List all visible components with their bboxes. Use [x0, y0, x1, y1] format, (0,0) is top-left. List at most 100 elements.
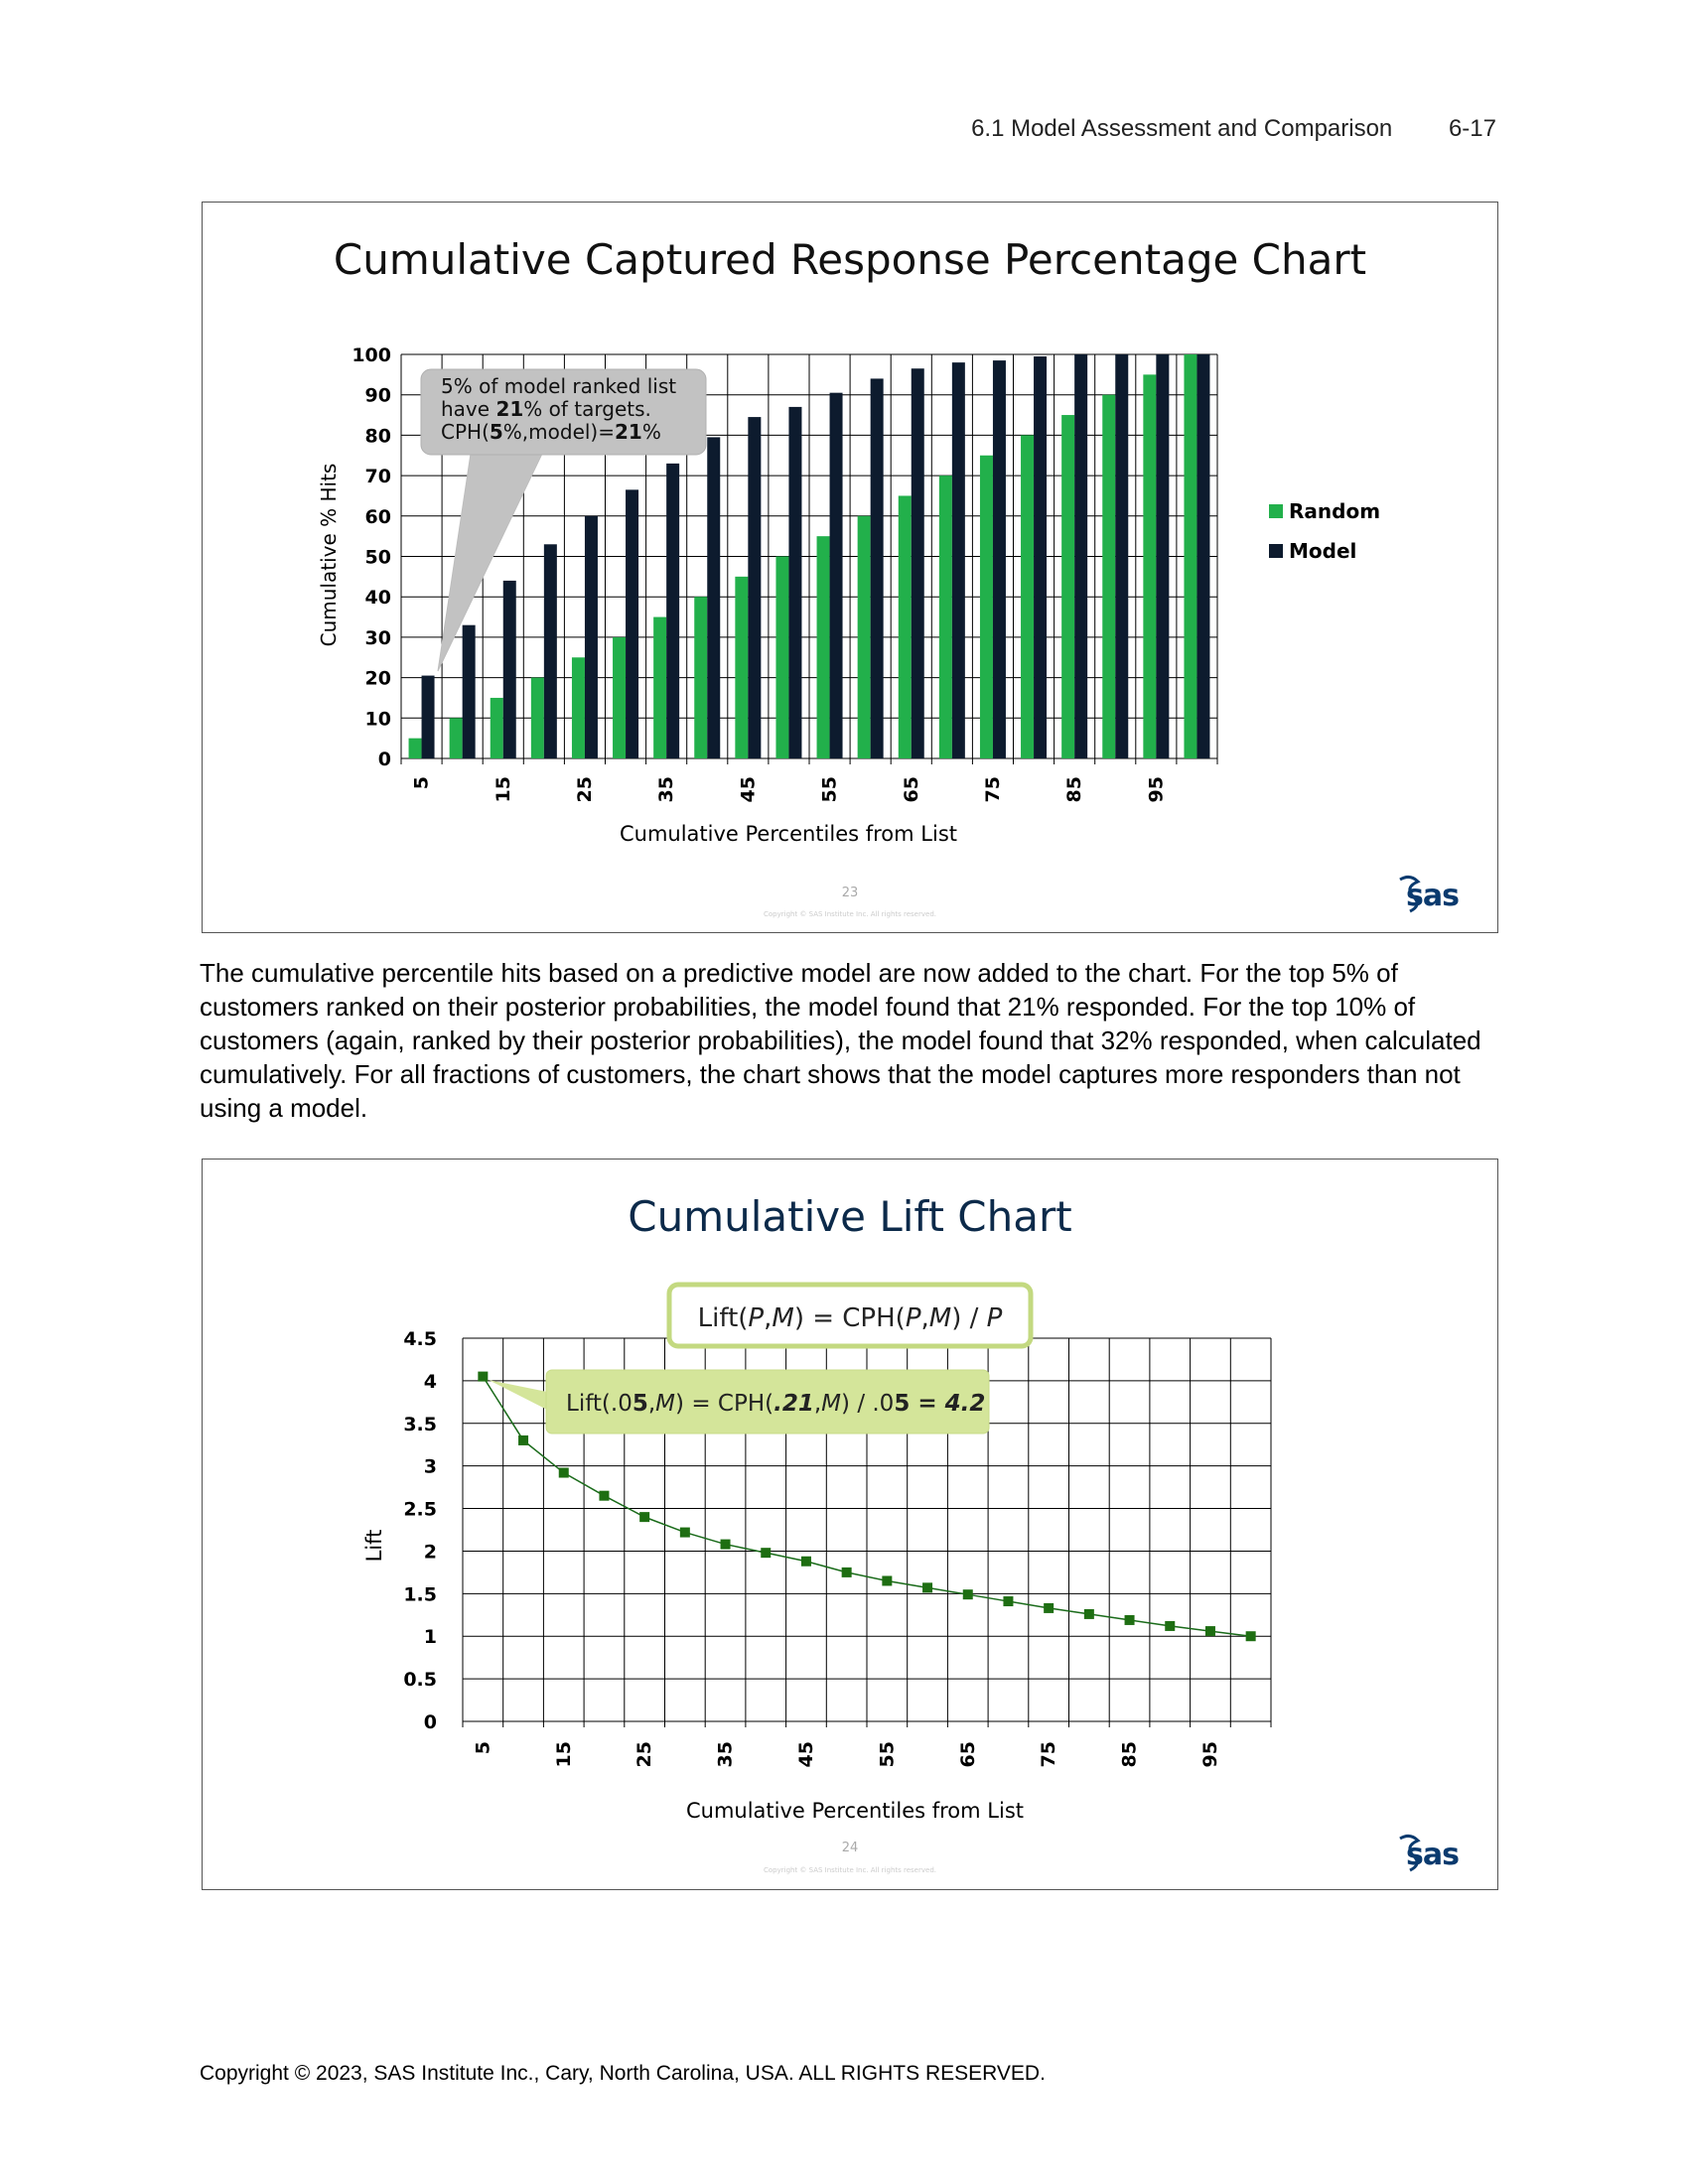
bar-model [748, 417, 762, 758]
x-tick-label: 75 [1038, 1741, 1059, 1767]
y-tick-label: 100 [352, 344, 391, 366]
y-tick-label: 90 [365, 385, 391, 407]
bar-random [408, 738, 422, 758]
bar-model [1115, 354, 1129, 758]
bar-random [775, 556, 789, 758]
x-tick-label: 85 [1119, 1741, 1141, 1767]
x-tick-label: 45 [795, 1741, 817, 1767]
bar-model [1074, 354, 1088, 758]
lift-point [800, 1556, 811, 1567]
lift-point [1003, 1596, 1014, 1607]
bar-model [870, 378, 884, 758]
x-tick-label: 55 [876, 1741, 898, 1767]
y-tick-label: 20 [365, 668, 391, 690]
y-tick-label: 2 [424, 1541, 437, 1563]
bar-random [613, 636, 627, 758]
bar-random [735, 576, 749, 758]
bar-random [1143, 374, 1157, 758]
bar-random [938, 476, 952, 758]
x-tick-label: 5 [411, 776, 433, 789]
sas-logo-swoosh-icon [1399, 1834, 1421, 1872]
lift-point [761, 1548, 772, 1559]
lift-point [962, 1589, 973, 1600]
bar-random [530, 677, 544, 758]
legend-swatch-model [1269, 544, 1283, 558]
bars [408, 354, 1210, 758]
chart-title: Cumulative Lift Chart [628, 1192, 1071, 1241]
x-tick-label: 25 [633, 1741, 655, 1767]
legend: Random Model [1269, 499, 1380, 563]
bar-random [571, 657, 585, 758]
callout-line-3: CPH(5%,model)=21% [441, 420, 661, 444]
sas-logo-swoosh-icon [1399, 875, 1421, 913]
y-tick-label: 30 [365, 627, 391, 649]
page-header: 6.1 Model Assessment and Comparison 6-17 [971, 115, 1496, 143]
lift-point [558, 1467, 569, 1478]
bar-model [1034, 356, 1048, 758]
lift-point [1204, 1626, 1215, 1637]
bar-model [626, 489, 639, 758]
x-tick-label: 95 [1199, 1741, 1221, 1767]
y-tick-label: 0.5 [403, 1669, 437, 1691]
formula-box-frame [666, 1282, 1034, 1349]
lift-series-line [482, 1376, 1251, 1637]
bar-random [653, 616, 667, 758]
x-tick-label: 95 [1145, 776, 1167, 802]
annotation-pointer [489, 1380, 547, 1410]
y-tick-label: 1.5 [403, 1583, 437, 1605]
x-tick-label: 75 [982, 776, 1004, 802]
y-tick-label: 1 [424, 1626, 437, 1648]
bar-model [707, 437, 721, 758]
callout-line-2: have 21% of targets. [441, 397, 651, 421]
bar-random [1184, 354, 1197, 758]
x-tick-label: 15 [553, 1741, 575, 1767]
bar-model [911, 368, 924, 758]
y-tick-label: 3.5 [403, 1414, 437, 1435]
bar-model [543, 544, 557, 758]
bar-model [1156, 354, 1170, 758]
lift-point [841, 1567, 852, 1577]
lift-point [599, 1490, 610, 1501]
bar-random [898, 495, 912, 758]
x-axis-label: Cumulative Percentiles from List [686, 1799, 1024, 1823]
slide-cumulative-lift: Cumulative Lift Chart 0 0.5 1 1.5 2 2.5 3 3.5 4 4.… [202, 1159, 1498, 1890]
bar-model [584, 515, 598, 758]
y-tick-label: 80 [365, 425, 391, 447]
bar-model [462, 624, 476, 758]
y-tick-label: 70 [365, 466, 391, 487]
y-tick-label: 60 [365, 506, 391, 528]
lift-point [922, 1582, 933, 1593]
lift-point [679, 1527, 690, 1538]
slide-number: 23 [842, 886, 859, 900]
bar-random [979, 455, 993, 758]
y-tick-label: 4 [424, 1371, 437, 1393]
legend-label-model: Model [1289, 539, 1356, 563]
bar-random [857, 515, 871, 758]
callout-box [420, 368, 707, 456]
bar-model [1196, 354, 1210, 758]
lift-point [1165, 1620, 1176, 1631]
bar-random [1102, 394, 1116, 758]
lift-point [1124, 1614, 1135, 1625]
lift-point [478, 1371, 489, 1382]
bar-model [992, 360, 1006, 758]
lift-point [518, 1434, 529, 1445]
points [478, 1371, 1256, 1642]
bar-random [1061, 415, 1075, 758]
callout-line-1: 5% of model ranked list [441, 374, 676, 398]
x-axis-label: Cumulative Percentiles from List [620, 822, 957, 846]
captured-response-chart: Cumulative Captured Response Percentage … [317, 235, 1460, 918]
page-number: 6-17 [1448, 115, 1496, 142]
chart-title: Cumulative Captured Response Percentage … [334, 235, 1366, 284]
lift-annotation: Lift(.05,M) = CPH(.21,M) / .05 = 4.2 [489, 1369, 990, 1434]
lift-point [639, 1512, 650, 1523]
bar-model [829, 392, 843, 758]
formula-text: Lift(P,M) = CPH(P,M) / P [698, 1303, 1003, 1333]
bar-model [502, 580, 516, 758]
y-tick-label: 0 [424, 1711, 437, 1733]
lift-chart: Cumulative Lift Chart 0 0.5 1 1.5 2 2.5 3 3.5 4 4.… [362, 1192, 1460, 1874]
formula-box: Lift(P,M) = CPH(P,M) / P [666, 1282, 1034, 1349]
section-title: 6.1 Model Assessment and Comparison [971, 115, 1393, 142]
bar-model [421, 675, 435, 758]
bar-model [788, 406, 802, 758]
